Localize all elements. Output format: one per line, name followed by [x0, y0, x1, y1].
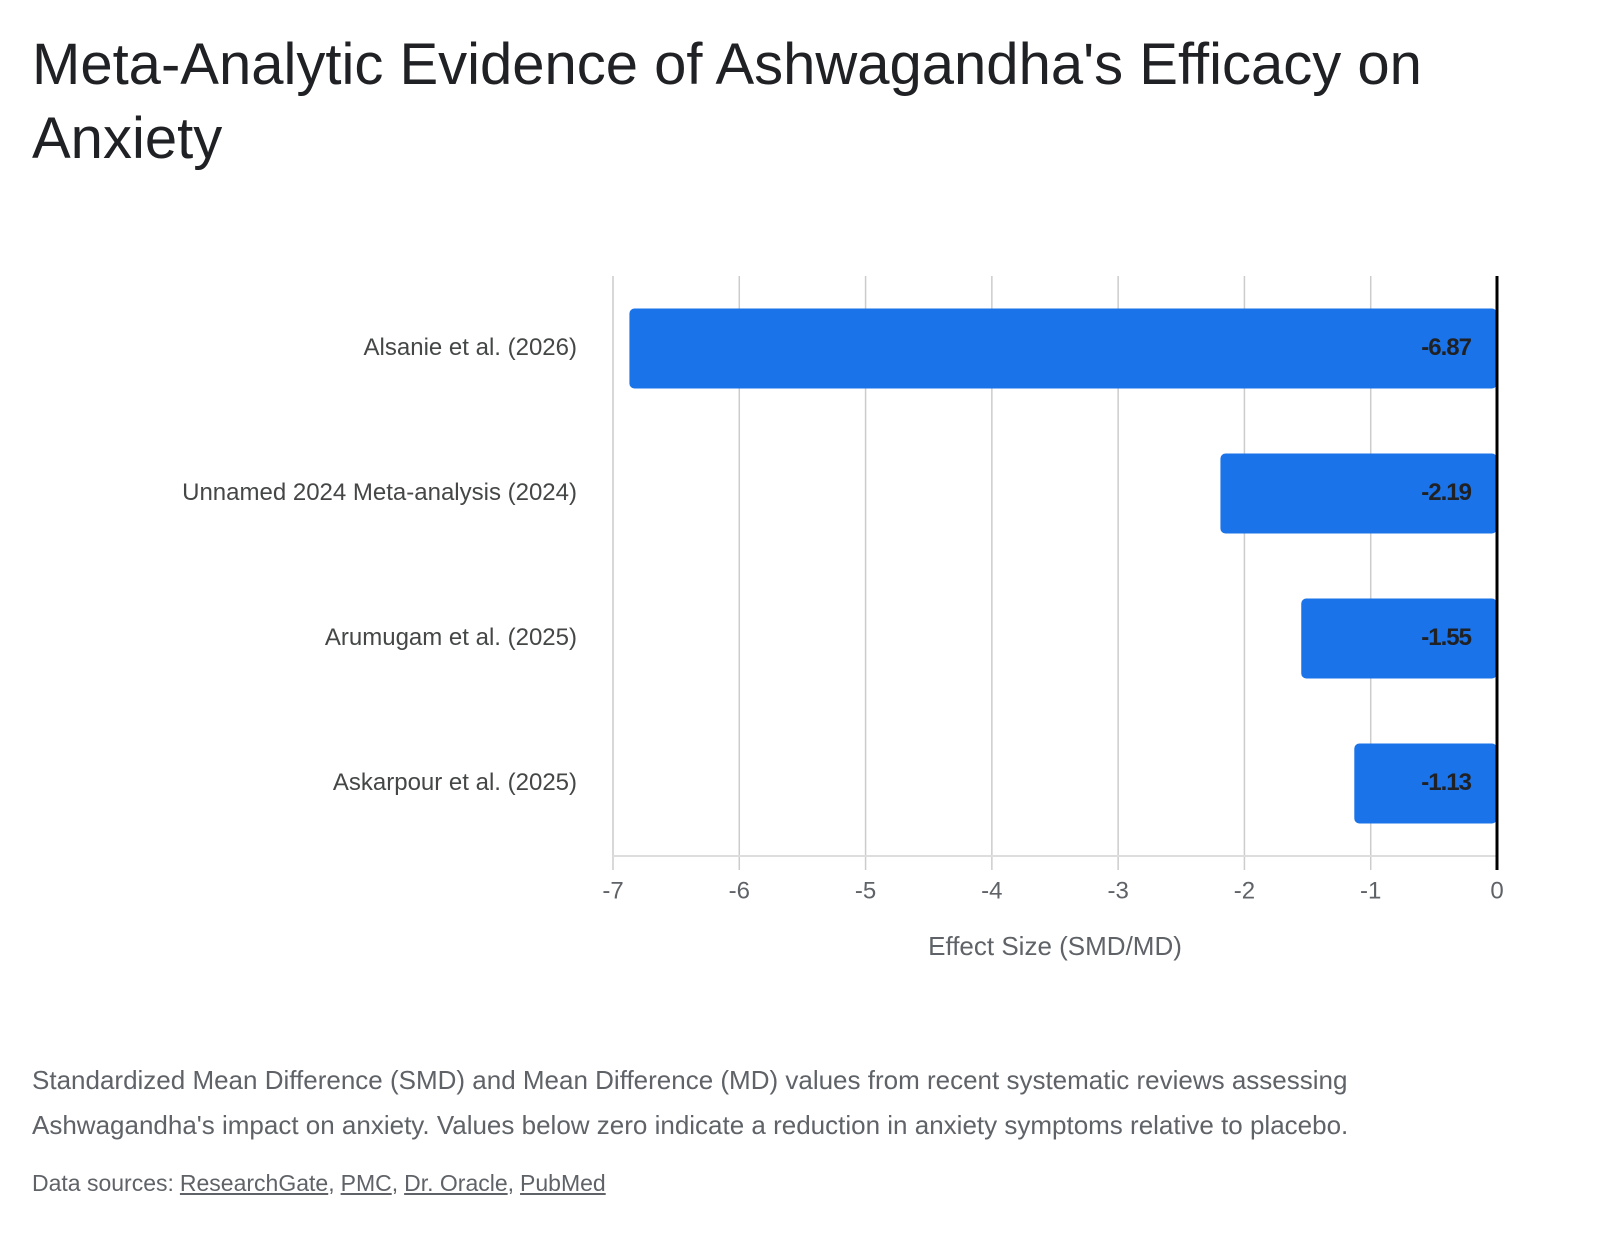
y-tick-label: Arumugam et al. (2025) — [325, 624, 577, 651]
x-tick-label: -7 — [602, 877, 623, 904]
y-tick-label: Alsanie et al. (2026) — [364, 334, 577, 361]
value-label: -1.55 — [1421, 624, 1471, 651]
source-link[interactable]: PMC — [341, 1170, 399, 1196]
x-tick-label: -2 — [1234, 877, 1255, 904]
x-tick-label: -4 — [981, 877, 1002, 904]
source-link[interactable]: Dr. Oracle — [404, 1170, 514, 1196]
sources: Data sources:ResearchGatePMCDr. OraclePu… — [32, 1170, 606, 1197]
bar — [1301, 598, 1497, 679]
x-tick-label: -6 — [729, 877, 750, 904]
bar — [1354, 743, 1497, 824]
x-tick-label: -3 — [1107, 877, 1128, 904]
y-tick-label: Askarpour et al. (2025) — [333, 769, 577, 796]
value-label: -1.13 — [1421, 769, 1471, 796]
x-tick-label: -1 — [1360, 877, 1381, 904]
source-link[interactable]: PubMed — [520, 1170, 606, 1196]
chart-title: Meta-Analytic Evidence of Ashwagandha's … — [32, 32, 1422, 171]
sources-label: Data sources: — [32, 1170, 174, 1196]
chart: -7 -6 -5 -4 -3 -2 -1 0 Effect Size (SMD/MD) Alsan… — [182, 276, 1504, 961]
value-label: -2.19 — [1421, 479, 1471, 506]
x-tick-label: -5 — [855, 877, 876, 904]
caption: Standardized Mean Difference (SMD) and M… — [32, 1065, 1349, 1140]
bar — [629, 308, 1497, 389]
x-tick-label: 0 — [1490, 877, 1503, 904]
source-link[interactable]: ResearchGate — [180, 1170, 335, 1196]
value-label: -6.87 — [1421, 334, 1471, 361]
y-tick-label: Unnamed 2024 Meta-analysis (2024) — [182, 479, 577, 506]
x-axis-title: Effect Size (SMD/MD) — [928, 931, 1182, 961]
bar — [1220, 453, 1497, 534]
